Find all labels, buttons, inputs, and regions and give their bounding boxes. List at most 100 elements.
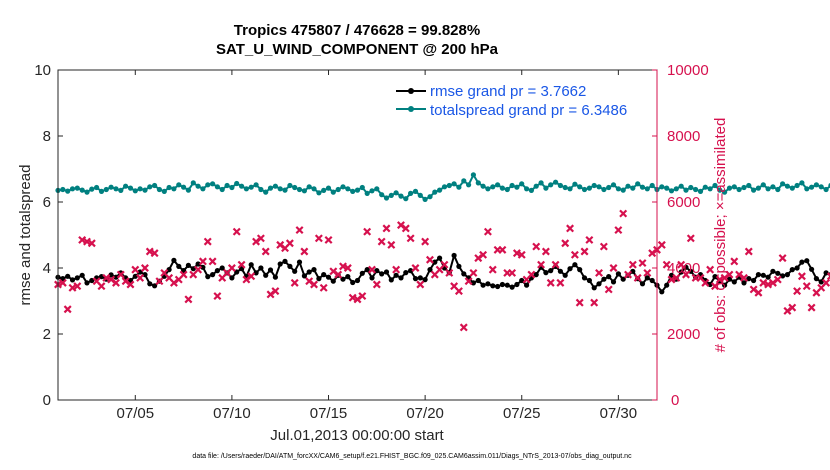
totalspread-point <box>456 184 462 190</box>
obs-assimilated-marker <box>662 260 671 269</box>
totalspread-point <box>272 183 278 189</box>
obs-assimilated-marker-stroke <box>87 239 96 248</box>
rmse-point <box>65 273 71 279</box>
obs-assimilated-marker-stroke <box>749 285 758 294</box>
y-axis-label-right: # of obs: o=possible; ×=assimilated <box>712 118 729 353</box>
totalspread-point <box>659 184 665 190</box>
rmse-point <box>69 277 76 283</box>
obs-assimilated-marker <box>136 273 145 282</box>
obs-assimilated-marker <box>208 257 217 266</box>
obs-assimilated-marker <box>140 264 149 272</box>
obs-assimilated-marker-stroke <box>479 250 488 259</box>
obs-assimilated-marker-stroke <box>363 227 372 236</box>
rmse-point <box>393 272 399 278</box>
totalspread-point <box>335 186 341 193</box>
totalspread-point <box>799 180 805 186</box>
obs-assimilated-marker-stroke <box>590 298 599 307</box>
obs-assimilated-marker <box>227 264 236 272</box>
rmse-point <box>451 252 457 259</box>
obs-assimilated-marker-stroke <box>184 295 193 304</box>
obs-assimilated-marker <box>739 273 748 282</box>
totalspread-point <box>239 183 245 189</box>
rmse-point <box>606 274 612 280</box>
y-tick-label-right: 0 <box>671 392 679 409</box>
obs-assimilated-marker-stroke <box>566 224 575 233</box>
rmse-point <box>403 270 409 276</box>
obs-assimilated-marker <box>614 226 623 235</box>
obs-assimilated-marker <box>314 234 323 243</box>
obs-assimilated-marker <box>295 226 304 235</box>
totalspread-point <box>751 187 757 193</box>
totalspread-point <box>60 186 66 193</box>
y-tick-label-left: 10 <box>34 62 51 79</box>
rmse-point <box>417 275 423 281</box>
obs-assimilated-marker-stroke <box>165 273 174 282</box>
totalspread-point <box>499 185 505 191</box>
obs-assimilated-marker <box>184 295 193 304</box>
rmse-point <box>200 264 206 270</box>
obs-assimilated-marker-stroke <box>198 257 207 266</box>
totalspread-point <box>741 184 747 191</box>
obs-assimilated-marker-stroke <box>111 278 120 287</box>
obs-assimilated-marker <box>672 273 681 282</box>
totalspread-point <box>432 189 438 195</box>
rmse-point <box>311 267 317 273</box>
obs-assimilated-marker <box>788 303 797 312</box>
rmse-point <box>152 283 158 289</box>
rmse-point <box>345 274 351 280</box>
obs-assimilated-marker-stroke <box>140 264 149 272</box>
obs-assimilated-marker <box>203 237 212 246</box>
obs-assimilated-marker-stroke <box>406 234 415 243</box>
totalspread-point <box>437 187 443 193</box>
rmse-point <box>364 267 370 273</box>
totalspread-point <box>137 186 143 192</box>
totalspread-point <box>354 187 361 193</box>
totalspread-point <box>635 181 641 187</box>
totalspread-point <box>765 186 771 192</box>
rmse-point <box>789 267 795 273</box>
rmse-point <box>615 271 622 277</box>
obs-assimilated-marker-stroke <box>807 303 816 312</box>
rmse-point <box>480 282 486 288</box>
rmse-point <box>610 279 617 285</box>
totalspread-point <box>630 185 636 191</box>
rmse-point <box>108 272 114 278</box>
totalspread-point <box>142 187 148 193</box>
data-file-footnote: data file: /Users/raeder/DAI/ATM_forcXX/… <box>192 453 632 460</box>
obs-assimilated-marker-stroke <box>677 260 686 269</box>
rmse-point <box>664 282 670 288</box>
totalspread-point <box>205 182 211 188</box>
totalspread-point <box>755 185 762 191</box>
totalspread-point <box>495 182 501 188</box>
obs-assimilated-marker <box>624 270 632 279</box>
totalspread-point <box>688 184 694 191</box>
obs-assimilated-marker-stroke <box>102 273 111 282</box>
rmse-point <box>524 282 530 288</box>
totalspread-point <box>712 182 718 189</box>
obs-assimilated-marker <box>73 282 82 291</box>
totalspread-point <box>152 182 158 189</box>
rmse-point <box>470 280 476 286</box>
totalspread-point <box>673 186 679 192</box>
obs-assimilated-marker <box>339 262 347 271</box>
totalspread-point <box>185 187 191 193</box>
obs-assimilated-marker <box>580 247 589 256</box>
obs-assimilated-marker <box>633 273 642 282</box>
rmse-point <box>369 275 375 281</box>
legend-spread-marker <box>408 106 414 112</box>
totalspread-point <box>267 185 274 191</box>
totalspread-point <box>746 182 752 189</box>
obs-assimilated-marker <box>247 272 256 281</box>
totalspread-point <box>543 185 549 191</box>
rmse-point <box>591 285 597 291</box>
rmse-point <box>495 283 501 290</box>
obs-assimilated-marker <box>271 287 280 296</box>
obs-assimilated-marker <box>604 285 613 294</box>
totalspread-point <box>760 182 766 188</box>
rmse-point <box>306 269 312 275</box>
obs-assimilated-marker <box>102 273 111 282</box>
obs-assimilated-marker <box>83 237 91 246</box>
totalspread-point <box>74 185 80 191</box>
obs-assimilated-marker <box>686 234 695 243</box>
totalspread-point <box>171 186 177 192</box>
